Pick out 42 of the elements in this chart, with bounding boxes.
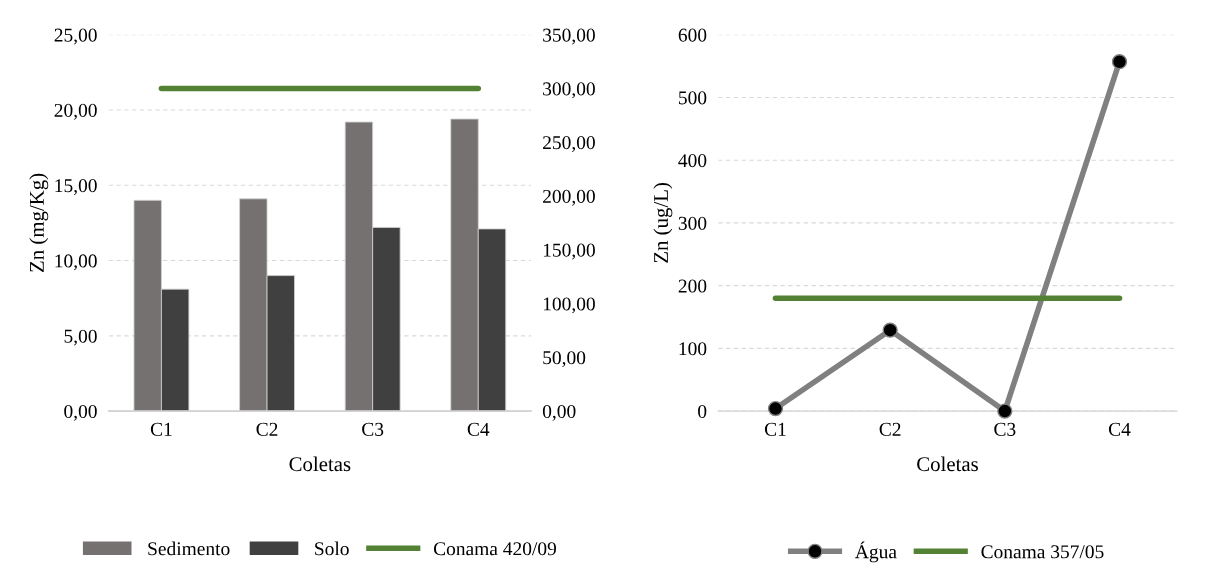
y-tick-label: 0,00 [64, 404, 97, 421]
point [997, 403, 1013, 419]
x-tick-label: C4 [1108, 422, 1131, 436]
y2-tick-label: 200,00 [543, 189, 595, 206]
legend-label: Solo [315, 541, 349, 556]
x-tick-label: C4 [467, 422, 490, 436]
y-tick-label: 100 [679, 342, 707, 356]
y-tick-label: 5,00 [64, 329, 97, 346]
y2-tick-label: 250,00 [543, 136, 595, 152]
y2-tick-label: 150,00 [543, 243, 595, 260]
y-tick-label: 600 [678, 28, 707, 42]
y-tick-label: 300 [678, 216, 707, 230]
x-axis-title: Coletas [289, 456, 351, 472]
x-tick-label: C2 [879, 422, 901, 436]
point [882, 322, 898, 338]
y2-tick-label: 300,00 [543, 82, 595, 99]
y-axis-title: Zn (mg/Kg) [29, 173, 49, 272]
y2-tick-label: 100,00 [543, 297, 595, 314]
legend-label: Sedimento [148, 541, 230, 556]
x-tick-label: C3 [362, 422, 384, 436]
y-tick-label: 15,00 [55, 179, 97, 196]
x-tick-label: C3 [994, 422, 1016, 436]
x-tick-label: C1 [150, 422, 172, 436]
y-tick-label: 0 [698, 404, 707, 419]
y-tick-label: 25,00 [54, 28, 97, 45]
point [767, 400, 784, 417]
x-axis-title: Coletas [917, 456, 978, 472]
y-tick-label: 200 [678, 279, 707, 293]
legend-label: Conama 420/09 [433, 542, 556, 556]
y-tick-label: 20,00 [54, 103, 97, 120]
legend-label: Água [855, 541, 897, 563]
y2-tick-label: 0,00 [542, 404, 576, 421]
point [1111, 54, 1128, 70]
y-tick-label: 500 [679, 91, 707, 105]
y-tick-label: 10,00 [55, 254, 97, 271]
y-axis-title: Zn (ug/L) [653, 183, 673, 263]
y2-tick-label: 350,00 [543, 28, 595, 45]
y2-tick-label: 50,00 [543, 351, 586, 368]
legend-label: Conama 357/05 [981, 545, 1104, 559]
x-tick-label: C2 [256, 422, 278, 436]
y-tick-label: 400 [678, 154, 707, 168]
x-tick-label: C1 [764, 422, 786, 436]
